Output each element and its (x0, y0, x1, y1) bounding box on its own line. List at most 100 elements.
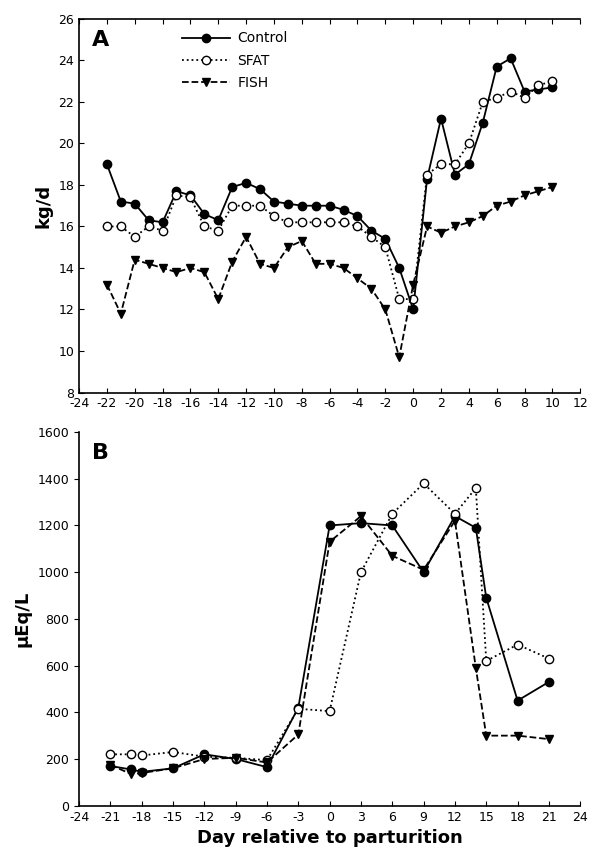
SFAT (200, 221, 208, 232)
SFAT (256, 201, 264, 211)
Control (423, 174, 430, 184)
Control (243, 177, 250, 188)
SFAT (354, 221, 361, 232)
FISH (284, 242, 291, 252)
FISH (312, 258, 319, 269)
Control (521, 86, 528, 96)
Control (507, 53, 514, 64)
FISH (229, 257, 236, 267)
FISH (200, 754, 208, 765)
FISH (549, 182, 556, 192)
Line: FISH: FISH (103, 183, 557, 362)
SFAT (358, 567, 365, 578)
FISH (295, 729, 302, 740)
Control (200, 749, 208, 759)
Control (483, 592, 490, 603)
Control (138, 766, 145, 777)
SFAT (298, 217, 305, 227)
SFAT (138, 750, 145, 760)
FISH (354, 273, 361, 283)
SFAT (159, 226, 166, 236)
FISH (483, 730, 490, 740)
SFAT (389, 509, 396, 519)
Control (549, 82, 556, 92)
FISH (479, 211, 486, 221)
Y-axis label: μEq/L: μEq/L (14, 591, 32, 647)
FISH (270, 263, 278, 273)
SFAT (117, 221, 125, 232)
SFAT (145, 221, 152, 232)
Legend: Control, SFAT, FISH: Control, SFAT, FISH (176, 26, 293, 96)
SFAT (326, 706, 334, 716)
FISH (243, 232, 250, 242)
SFAT (479, 96, 486, 107)
Control (215, 215, 222, 226)
Control (264, 762, 271, 772)
Text: B: B (92, 443, 108, 463)
SFAT (483, 656, 490, 666)
Control (107, 761, 114, 771)
SFAT (326, 217, 334, 227)
SFAT (295, 703, 302, 714)
Control (396, 263, 403, 273)
FISH (368, 283, 375, 294)
SFAT (243, 201, 250, 211)
FISH (452, 221, 459, 232)
FISH (545, 734, 553, 744)
Control (340, 205, 347, 215)
FISH (507, 196, 514, 207)
SFAT (107, 749, 114, 759)
SFAT (187, 192, 194, 202)
SFAT (514, 640, 521, 650)
SFAT (229, 201, 236, 211)
Line: FISH: FISH (106, 512, 553, 778)
SFAT (535, 80, 542, 90)
Control (514, 696, 521, 706)
Control (173, 186, 180, 196)
Control (131, 199, 138, 209)
SFAT (200, 752, 208, 762)
SFAT (270, 211, 278, 221)
Text: A: A (92, 30, 109, 50)
SFAT (545, 653, 553, 664)
Control (382, 233, 389, 244)
Control (312, 201, 319, 211)
Control (169, 763, 176, 773)
FISH (420, 565, 427, 575)
FISH (340, 263, 347, 273)
Control (200, 209, 208, 220)
SFAT (382, 242, 389, 252)
Control (104, 159, 111, 170)
FISH (438, 227, 445, 238)
FISH (131, 255, 138, 265)
Control (420, 567, 427, 578)
Control (545, 677, 553, 687)
Control (452, 170, 459, 180)
SFAT (423, 170, 430, 180)
FISH (128, 769, 135, 779)
Control (493, 61, 500, 71)
SFAT (173, 190, 180, 201)
Control (472, 523, 479, 533)
FISH (358, 511, 365, 521)
FISH (514, 730, 521, 740)
X-axis label: Day relative to parturition: Day relative to parturition (197, 829, 462, 847)
FISH (256, 258, 264, 269)
SFAT (452, 159, 459, 170)
SFAT (409, 294, 417, 304)
FISH (298, 236, 305, 246)
SFAT (493, 93, 500, 103)
FISH (187, 263, 194, 273)
SFAT (215, 226, 222, 236)
FISH (117, 308, 125, 319)
SFAT (232, 753, 239, 763)
FISH (264, 758, 271, 768)
FISH (493, 201, 500, 211)
Control (326, 520, 334, 530)
SFAT (169, 746, 176, 757)
Control (358, 518, 365, 529)
Control (368, 226, 375, 236)
FISH (396, 352, 403, 362)
FISH (107, 759, 114, 770)
FISH (138, 768, 145, 778)
